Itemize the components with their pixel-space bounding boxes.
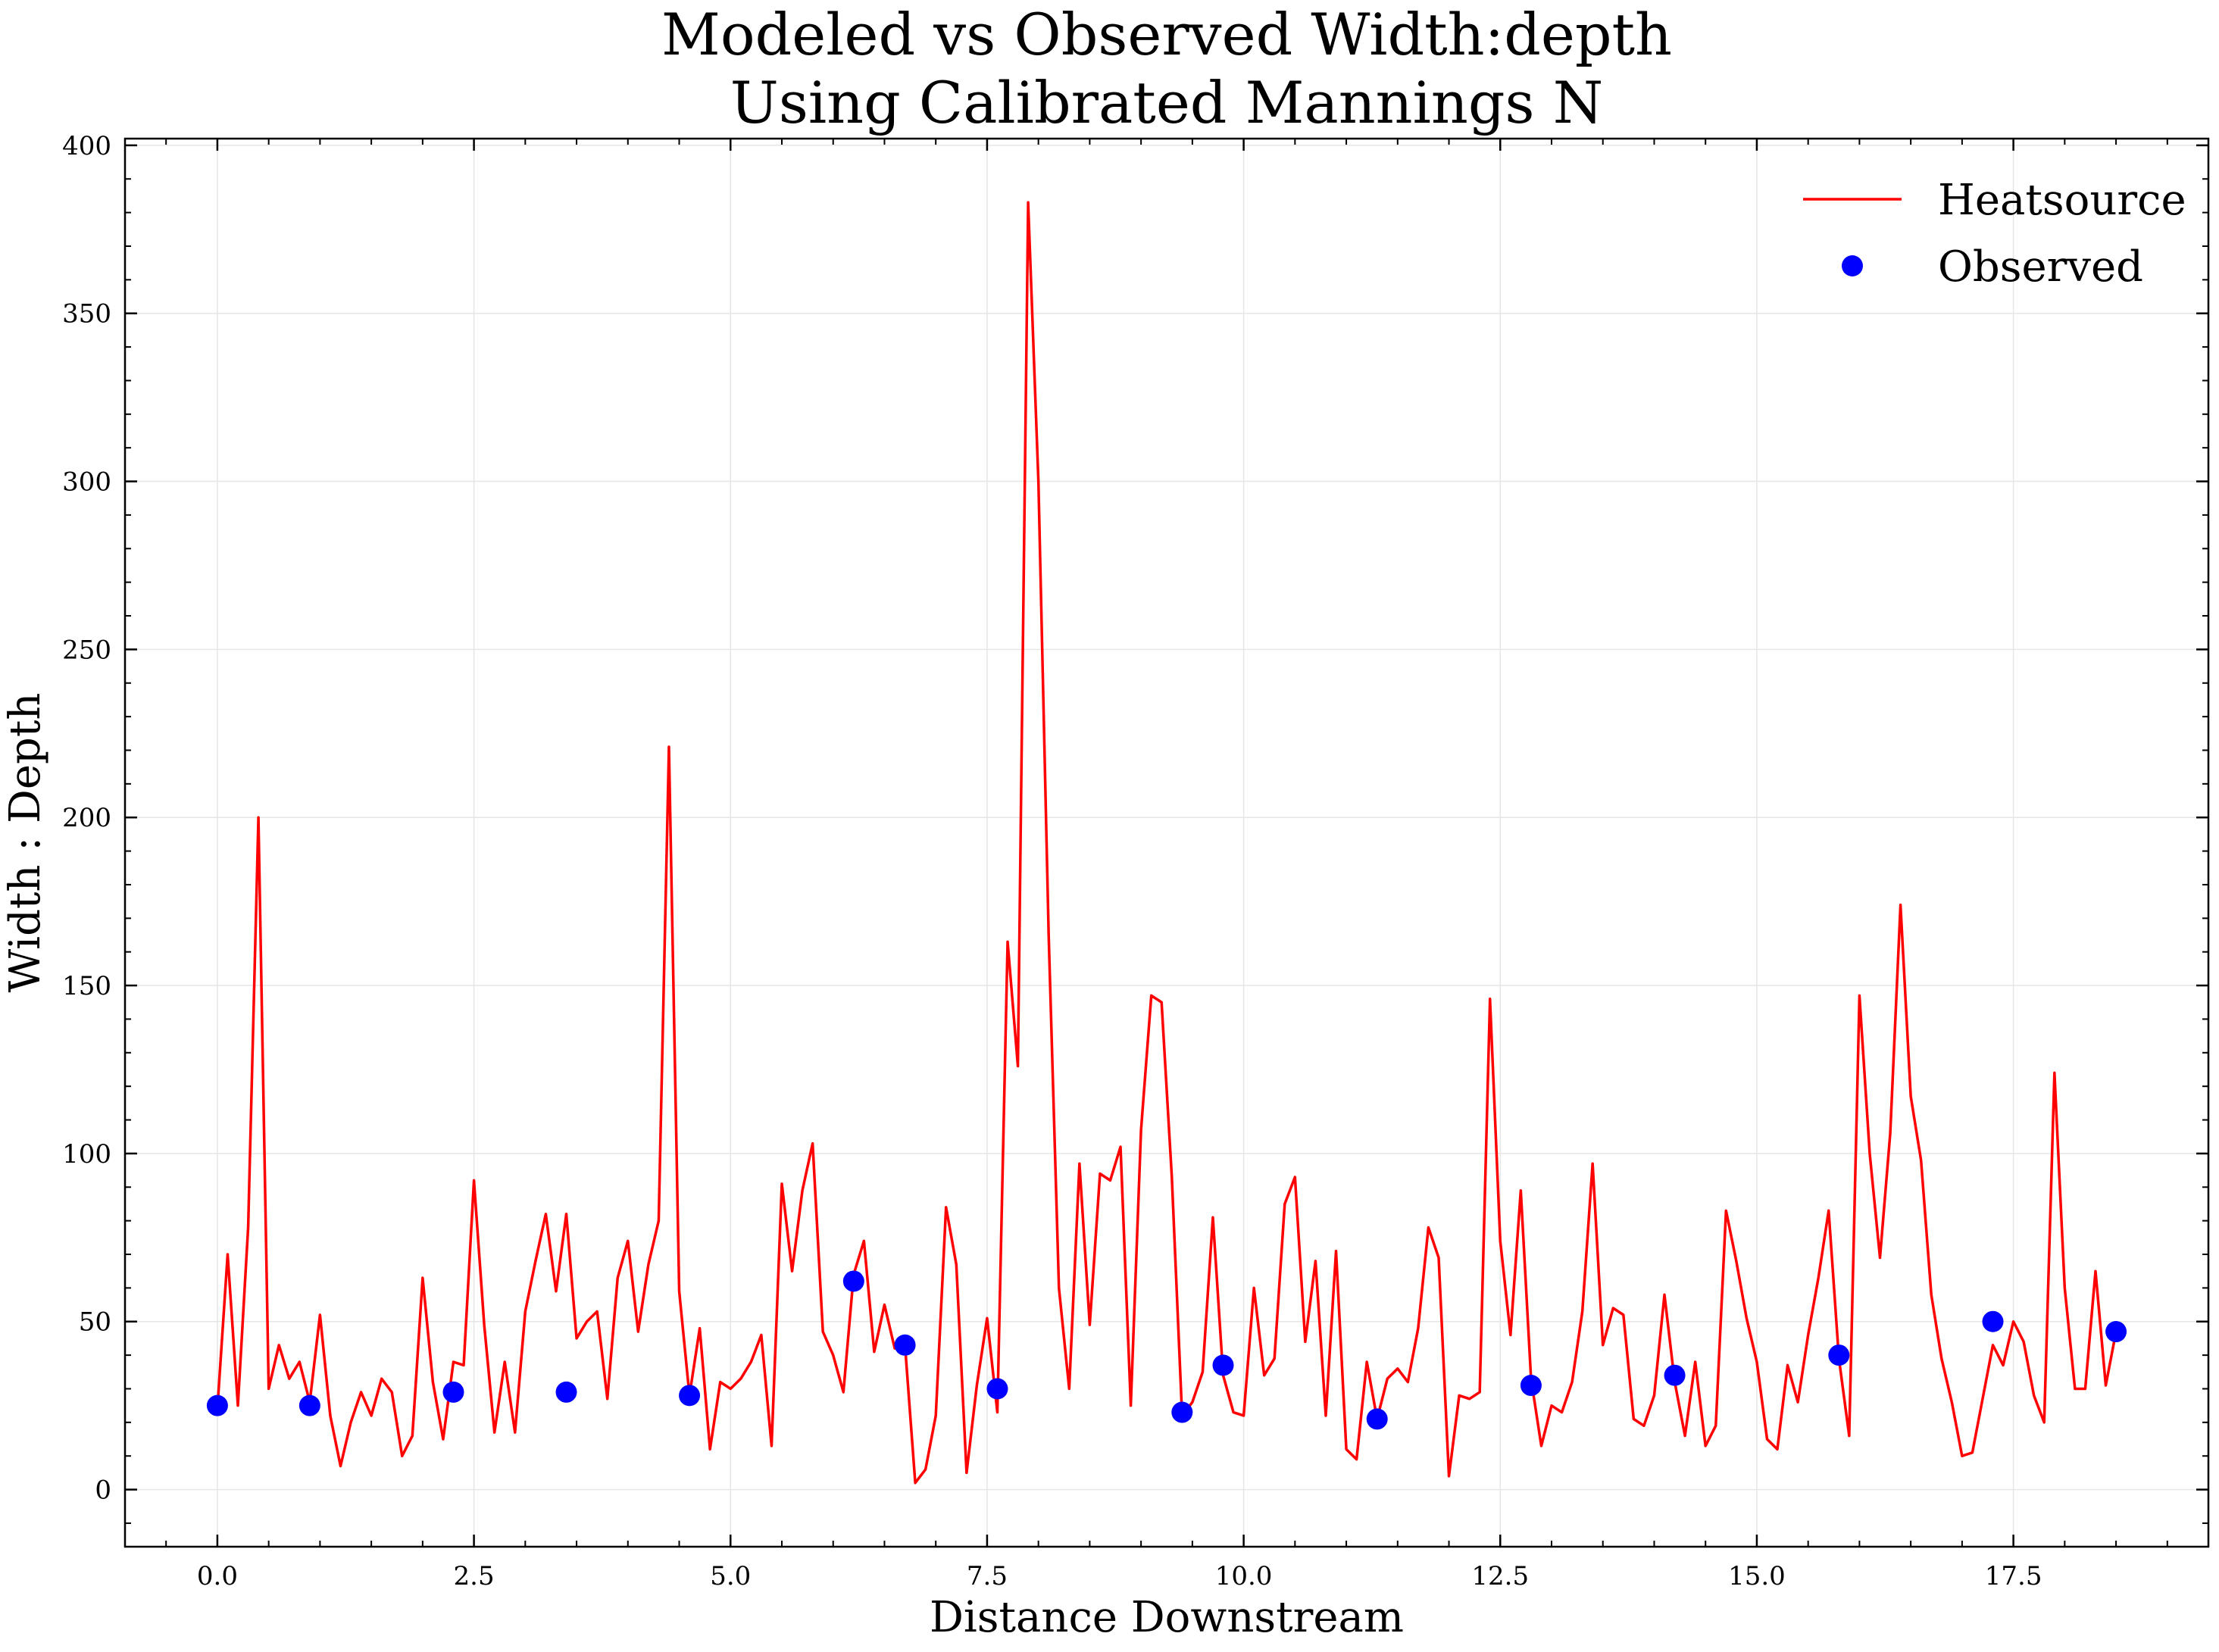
observed-point-8 [1171, 1401, 1193, 1423]
x-tick-label: 17.5 [1985, 1561, 2042, 1591]
observed-point-10 [1366, 1408, 1388, 1430]
y-tick-label: 400 [62, 131, 111, 161]
y-tick-labels: 0 50 100 150 200 250 300 350 400 [62, 131, 111, 1506]
x-axis-label: Distance Downstream [930, 1593, 1404, 1642]
observed-point-9 [1212, 1354, 1234, 1376]
x-tick-label: 10.0 [1215, 1561, 1273, 1591]
y-axis-label: Width : Depth [1, 693, 50, 993]
observed-point-4 [679, 1385, 701, 1407]
series-layer [206, 201, 2127, 1485]
observed-point-3 [555, 1381, 577, 1403]
x-tick-label: 7.5 [967, 1561, 1008, 1591]
legend: Heatsource Observed [1803, 176, 2186, 292]
x-tick-label: 5.0 [710, 1561, 751, 1591]
observed-point-7 [986, 1378, 1008, 1400]
observed-point-1 [298, 1394, 320, 1416]
series-line-heatsource [216, 201, 2117, 1485]
observed-point-5 [842, 1270, 864, 1292]
y-tick-label: 250 [62, 635, 111, 665]
observed-point-11 [1520, 1375, 1542, 1397]
plot-frame [123, 137, 2210, 1548]
x-tick-labels: 0.0 2.5 5.0 7.5 10.0 12.5 15.0 17.5 [197, 1561, 2042, 1591]
observed-point-13 [1828, 1344, 1850, 1366]
y-tick-label: 350 [62, 299, 111, 329]
x-tick-label: 2.5 [454, 1561, 495, 1591]
legend-marker-observed [1842, 255, 1863, 276]
legend-label-observed: Observed [1938, 242, 2143, 292]
observed-point-12 [1664, 1364, 1686, 1386]
observed-point-2 [442, 1381, 464, 1403]
y-tick-label: 0 [95, 1476, 111, 1506]
x-tick-label: 0.0 [197, 1561, 238, 1591]
legend-label-heatsource: Heatsource [1938, 176, 2186, 225]
axis-ticks [125, 139, 2208, 1547]
y-tick-label: 100 [62, 1139, 111, 1170]
observed-point-15 [2105, 1321, 2127, 1343]
y-tick-label: 200 [62, 803, 111, 833]
y-tick-label: 50 [79, 1307, 111, 1338]
x-tick-label: 15.0 [1728, 1561, 1786, 1591]
x-tick-label: 12.5 [1471, 1561, 1529, 1591]
observed-point-0 [206, 1394, 228, 1416]
observed-point-6 [894, 1334, 916, 1356]
chart-title-line-1: Modeled vs Observed Width:depth [661, 1, 1672, 68]
y-tick-label: 300 [62, 467, 111, 498]
y-tick-label: 150 [62, 971, 111, 1001]
grid [125, 139, 2208, 1547]
observed-point-14 [1982, 1310, 2004, 1332]
series-points-observed [206, 1270, 2127, 1430]
chart-title-line-2: Using Calibrated Mannings N [730, 69, 1603, 136]
